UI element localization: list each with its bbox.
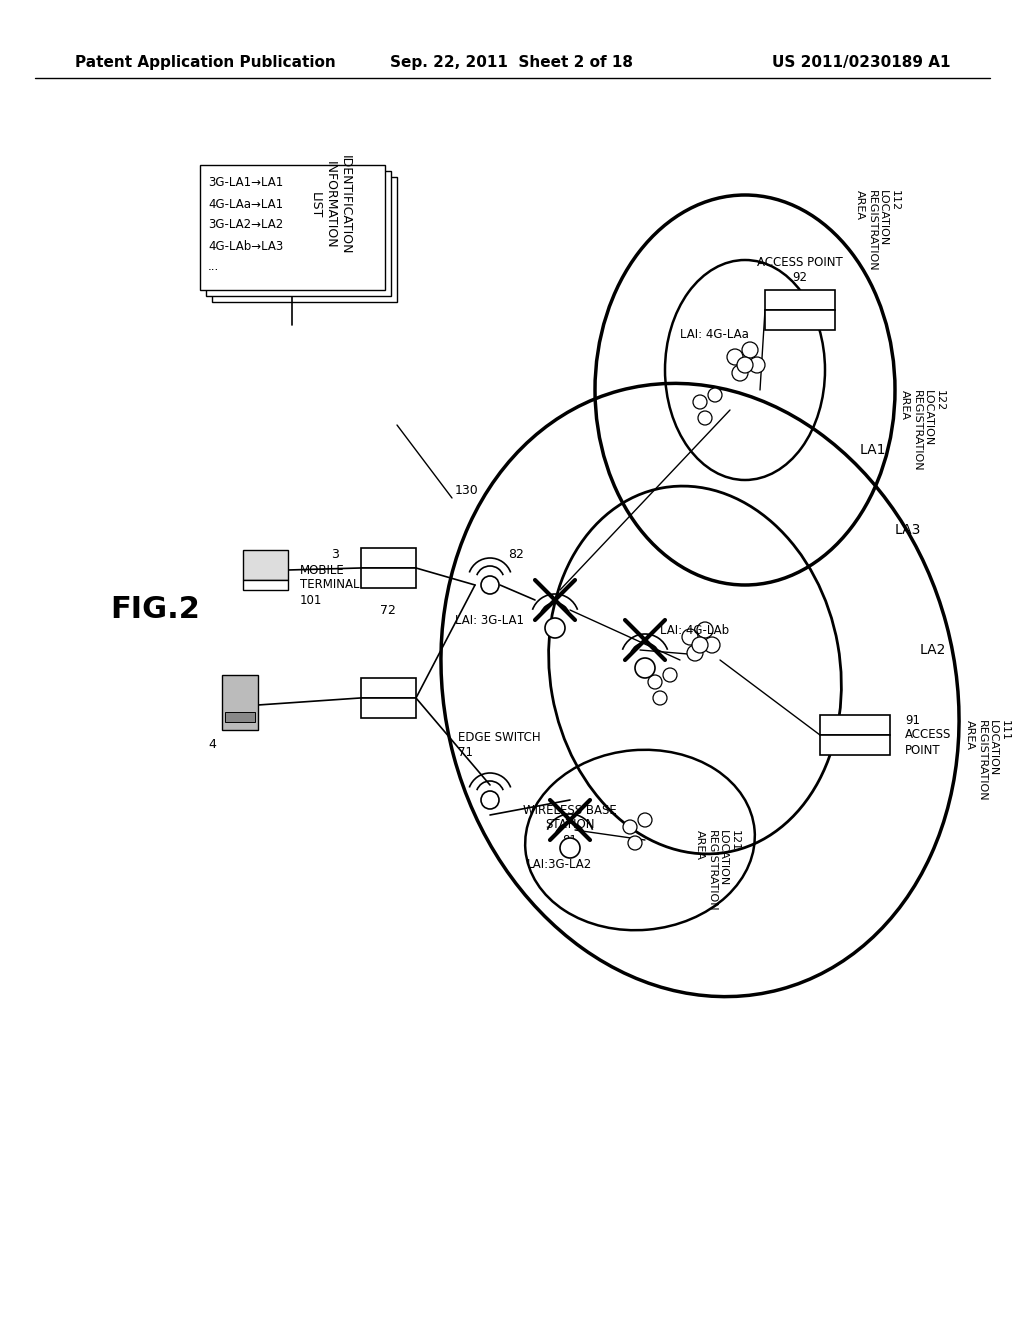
Text: MOBILE
TERMINAL
101: MOBILE TERMINAL 101: [300, 564, 359, 606]
Circle shape: [648, 675, 662, 689]
Text: 4G-LAb→LA3: 4G-LAb→LA3: [208, 239, 284, 252]
Circle shape: [698, 411, 712, 425]
Circle shape: [481, 576, 499, 594]
Bar: [765, 310, 835, 330]
Circle shape: [692, 638, 708, 653]
Circle shape: [560, 838, 580, 858]
Text: WIRELESS BASE
STATION
81: WIRELESS BASE STATION 81: [523, 804, 616, 846]
Circle shape: [635, 657, 655, 678]
Bar: [820, 735, 890, 755]
Text: LAI: 3G-LA1: LAI: 3G-LA1: [455, 614, 524, 627]
Text: ...: ...: [208, 260, 219, 273]
Text: 121
LOCATION
REGISTRATION
AREA: 121 LOCATION REGISTRATION AREA: [695, 830, 739, 912]
Circle shape: [737, 356, 753, 374]
Text: Patent Application Publication: Patent Application Publication: [75, 54, 336, 70]
Bar: [206, 172, 391, 296]
Text: 130: 130: [455, 483, 479, 496]
Bar: [820, 715, 890, 735]
Circle shape: [693, 395, 707, 409]
Circle shape: [663, 668, 677, 682]
Text: 82: 82: [508, 549, 524, 561]
Circle shape: [705, 638, 720, 653]
Text: 4G-LAa→LA1: 4G-LAa→LA1: [208, 198, 283, 210]
Text: LAI: 4G-LAb: LAI: 4G-LAb: [660, 623, 729, 636]
Bar: [225, 711, 255, 722]
Bar: [222, 675, 258, 730]
Circle shape: [623, 820, 637, 834]
Circle shape: [638, 813, 652, 828]
Text: 3: 3: [331, 549, 339, 561]
Circle shape: [742, 342, 758, 358]
Bar: [243, 579, 288, 590]
Text: 112
LOCATION
REGISTRATION
AREA: 112 LOCATION REGISTRATION AREA: [855, 190, 900, 272]
Bar: [361, 698, 416, 718]
Text: ACCESS POINT
92: ACCESS POINT 92: [757, 256, 843, 284]
Circle shape: [653, 690, 667, 705]
Text: 122
LOCATION
REGISTRATION
AREA: 122 LOCATION REGISTRATION AREA: [900, 389, 945, 471]
Circle shape: [687, 645, 703, 661]
Circle shape: [727, 348, 743, 366]
Circle shape: [749, 356, 765, 374]
Bar: [212, 177, 397, 302]
Text: EDGE SWITCH
71: EDGE SWITCH 71: [458, 731, 541, 759]
Bar: [243, 550, 288, 579]
Text: LA1: LA1: [860, 444, 887, 457]
Circle shape: [708, 388, 722, 403]
Bar: [765, 290, 835, 310]
Text: 91
ACCESS
POINT: 91 ACCESS POINT: [905, 714, 951, 756]
Bar: [361, 678, 416, 698]
Text: Sep. 22, 2011  Sheet 2 of 18: Sep. 22, 2011 Sheet 2 of 18: [390, 54, 634, 70]
Circle shape: [628, 836, 642, 850]
Circle shape: [545, 618, 565, 638]
Circle shape: [481, 791, 499, 809]
Text: LAI:3G-LA2: LAI:3G-LA2: [527, 858, 593, 871]
Text: FIG.2: FIG.2: [110, 595, 200, 624]
Bar: [200, 165, 385, 290]
Circle shape: [697, 622, 713, 638]
Text: 72: 72: [380, 603, 396, 616]
Text: 4: 4: [208, 738, 216, 751]
Circle shape: [732, 366, 748, 381]
Text: 3G-LA2→LA2: 3G-LA2→LA2: [208, 219, 284, 231]
Text: 3G-LA1→LA1: 3G-LA1→LA1: [208, 177, 284, 190]
Circle shape: [682, 630, 698, 645]
Text: LA3: LA3: [895, 523, 922, 537]
Text: LAI: 4G-LAa: LAI: 4G-LAa: [680, 329, 749, 342]
Bar: [361, 568, 416, 587]
Bar: [361, 548, 416, 568]
Text: 111
LOCATION
REGISTRATION
AREA: 111 LOCATION REGISTRATION AREA: [965, 719, 1010, 801]
Text: US 2011/0230189 A1: US 2011/0230189 A1: [771, 54, 950, 70]
Text: LA2: LA2: [920, 643, 946, 657]
Text: IDENTIFICATION
INFORMATION
LIST: IDENTIFICATION INFORMATION LIST: [308, 156, 351, 255]
